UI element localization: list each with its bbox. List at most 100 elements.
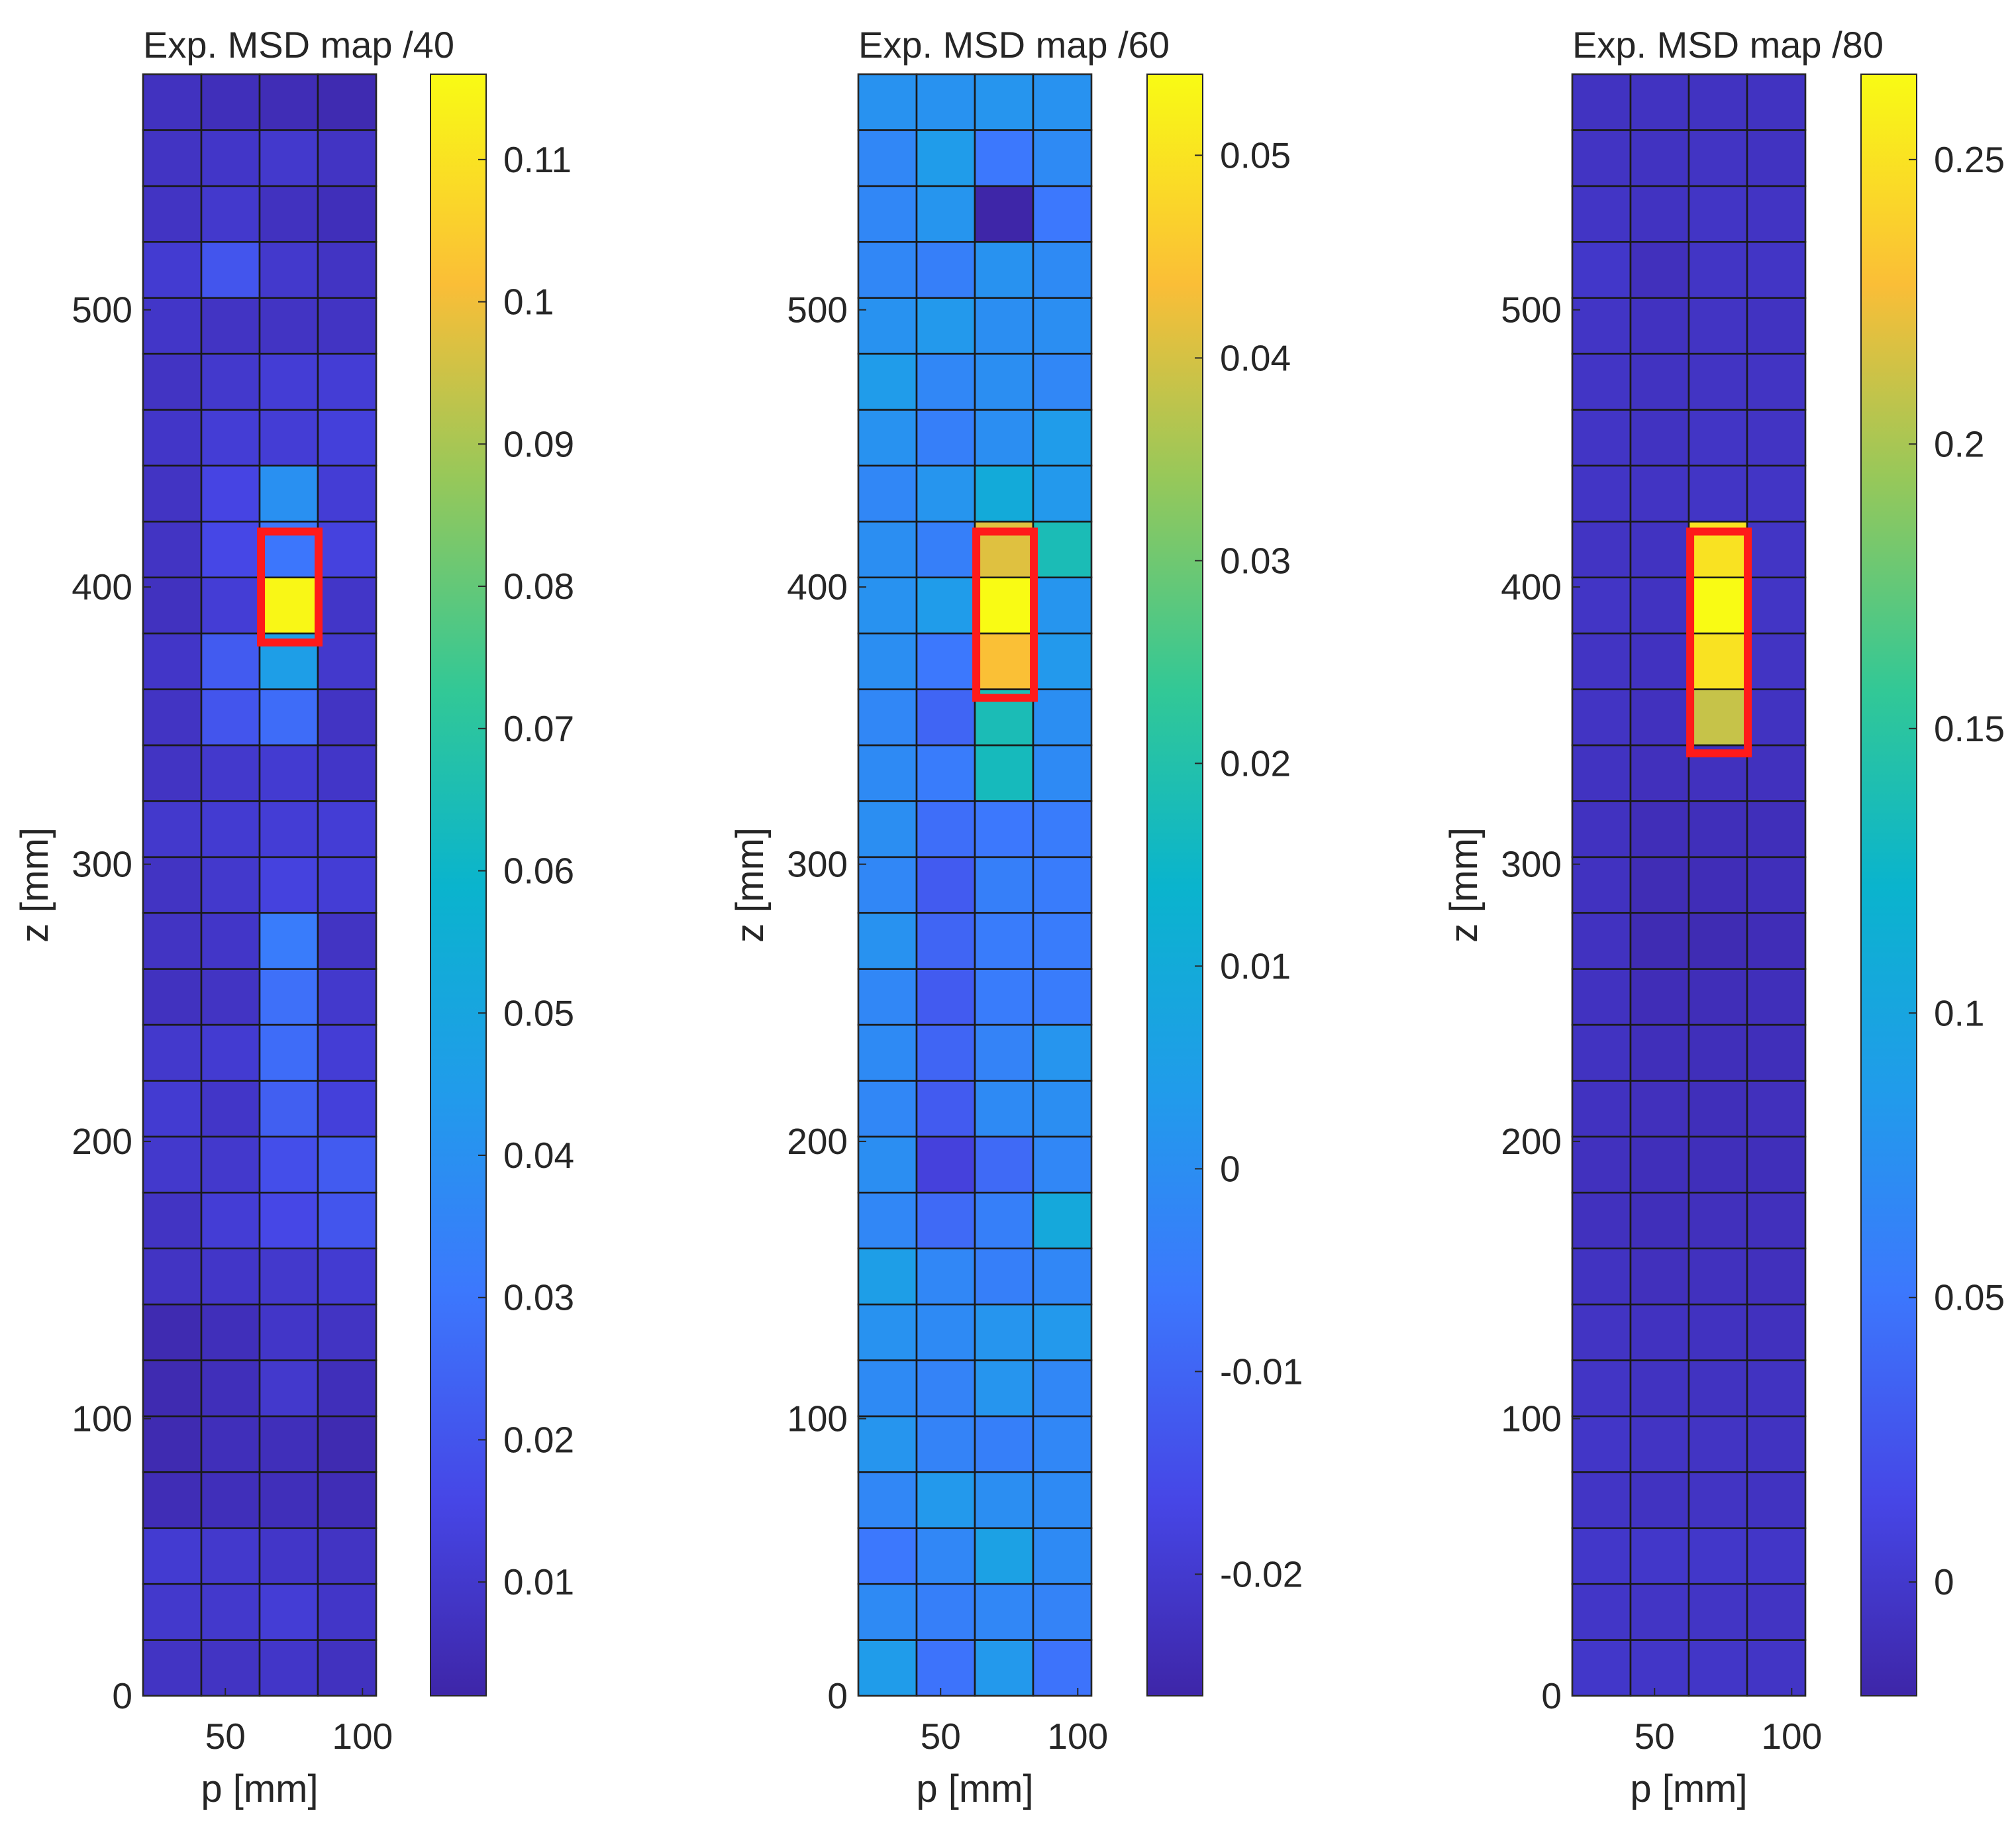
heatmap-cell: [1688, 352, 1748, 411]
heatmap-cell: [1571, 129, 1632, 187]
heatmap-cell: [1032, 1080, 1093, 1138]
heatmap-cell: [200, 521, 261, 579]
heatmap-cell: [1571, 1471, 1632, 1530]
heatmap-cell: [974, 409, 1034, 467]
heatmap-cell: [317, 1191, 378, 1249]
heatmap-cell: [974, 297, 1034, 355]
heatmap-cell: [142, 1415, 203, 1473]
heatmap-cell: [974, 73, 1034, 131]
heatmap-cell: [1629, 800, 1690, 859]
heatmap-cell: [915, 129, 976, 187]
heatmap-cell: [1688, 1583, 1748, 1641]
heatmap-cell: [200, 800, 261, 859]
colorbar-tick-label: 0.04: [1220, 337, 1291, 378]
heatmap-cell: [1571, 521, 1632, 579]
heatmap-cell: [1688, 912, 1748, 970]
colorbar-tick-label: 0.15: [1934, 708, 2005, 749]
colorbar: [1146, 74, 1203, 1696]
heatmap-cell: [1032, 1639, 1093, 1697]
heatmap-cell: [857, 856, 918, 914]
heatmap-cell: [857, 968, 918, 1026]
heatmap-cell: [915, 1303, 976, 1361]
heatmap-cell: [317, 744, 378, 802]
heatmap-cell: [317, 129, 378, 187]
heatmap-cell: [1032, 912, 1093, 970]
heatmap-cell: [857, 297, 918, 355]
heatmap-cell: [1688, 1359, 1748, 1418]
y-axis-label: z [mm]: [1442, 827, 1486, 943]
heatmap-cell: [317, 912, 378, 970]
heatmap-cell: [200, 688, 261, 747]
heatmap-cell: [1629, 521, 1690, 579]
colorbar-tick-label: 0.11: [503, 139, 572, 180]
y-tick-label: 400: [72, 566, 132, 607]
heatmap-cell: [915, 1023, 976, 1082]
heatmap-cell: [1032, 1191, 1093, 1249]
heatmap-cell: [200, 968, 261, 1026]
heatmap-cell: [142, 464, 203, 523]
heatmap-cell: [200, 1639, 261, 1697]
heatmap-cell: [1571, 1023, 1632, 1082]
y-tick-label: 100: [787, 1398, 848, 1439]
heatmap-cell: [915, 521, 976, 579]
heatmap-cell: [142, 129, 203, 187]
heatmap-cell: [317, 856, 378, 914]
heatmap-cell: [1032, 1135, 1093, 1194]
heatmap-cell: [974, 185, 1034, 243]
heatmap-cell: [974, 1527, 1034, 1585]
heatmap-cell: [857, 1247, 918, 1306]
heatmap-cell: [1032, 800, 1093, 859]
heatmap-cell: [317, 185, 378, 243]
axes-frame: [1572, 74, 1806, 1696]
heatmap-cell: [1629, 1583, 1690, 1641]
y-tick-label: 0: [112, 1675, 132, 1716]
heatmap-cell: [857, 576, 918, 635]
heatmap-cell: [974, 1639, 1034, 1697]
heatmap-cell: [1746, 1471, 1807, 1530]
heatmap-cell: [1746, 1023, 1807, 1082]
heatmap-cell: [1032, 409, 1093, 467]
heatmap-cell: [1571, 688, 1632, 747]
heatmap-cell: [1629, 688, 1690, 747]
heatmap-cell: [200, 1415, 261, 1473]
heatmap-cell: [915, 968, 976, 1026]
heatmap-cell: [142, 1471, 203, 1530]
heatmap-cell: [317, 968, 378, 1026]
heatmap-cell: [258, 240, 319, 299]
heatmap-cell: [1629, 744, 1690, 802]
heatmap-cell: [317, 576, 378, 635]
axes-frame: [858, 74, 1092, 1696]
heatmap-cell: [974, 1080, 1034, 1138]
heatmap-cell: [317, 409, 378, 467]
heatmap-cell: [1746, 688, 1807, 747]
x-axis-label: p [mm]: [916, 1767, 1033, 1810]
heatmap-cell: [200, 1359, 261, 1418]
heatmap-cell: [1032, 521, 1093, 579]
heatmap-cell: [317, 352, 378, 411]
colorbar-tick-label: 0.06: [503, 851, 574, 892]
heatmap-cell: [974, 1583, 1034, 1641]
heatmap-cell: [1032, 1471, 1093, 1530]
heatmap-cell: [1032, 856, 1093, 914]
heatmap-cell: [1032, 632, 1093, 690]
x-axis-label: p [mm]: [1630, 1767, 1747, 1810]
colorbar-tick-label: 0.1: [1934, 992, 1984, 1033]
heatmap-cell: [142, 240, 203, 299]
heatmap-cell: [1571, 73, 1632, 131]
heatmap-cell: [974, 352, 1034, 411]
heatmap-cell: [200, 409, 261, 467]
heatmap-cell: [1629, 632, 1690, 690]
heatmap-cell: [258, 1527, 319, 1585]
heatmap-cell: [974, 856, 1034, 914]
heatmap-cell: [258, 297, 319, 355]
heatmap-cell: [1746, 1527, 1807, 1585]
heatmap-cell: [1032, 1247, 1093, 1306]
heatmap-cell: [915, 352, 976, 411]
heatmap-cell: [1571, 1639, 1632, 1697]
heatmap-cell: [142, 73, 203, 131]
heatmap-cell: [200, 1080, 261, 1138]
heatmap-cell: [200, 464, 261, 523]
heatmap-cell: [200, 185, 261, 243]
heatmap-cell: [915, 73, 976, 131]
heatmap-cell: [1032, 73, 1093, 131]
